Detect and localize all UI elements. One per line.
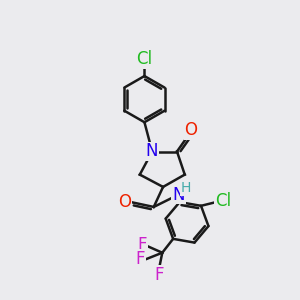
Text: N: N bbox=[172, 186, 185, 204]
Text: F: F bbox=[137, 236, 147, 254]
Text: H: H bbox=[181, 182, 191, 196]
Text: O: O bbox=[118, 193, 131, 211]
Text: F: F bbox=[136, 250, 145, 268]
Text: F: F bbox=[154, 266, 164, 284]
Text: Cl: Cl bbox=[136, 50, 152, 68]
Text: O: O bbox=[184, 121, 197, 139]
Text: Cl: Cl bbox=[215, 192, 231, 210]
Text: N: N bbox=[145, 142, 158, 160]
